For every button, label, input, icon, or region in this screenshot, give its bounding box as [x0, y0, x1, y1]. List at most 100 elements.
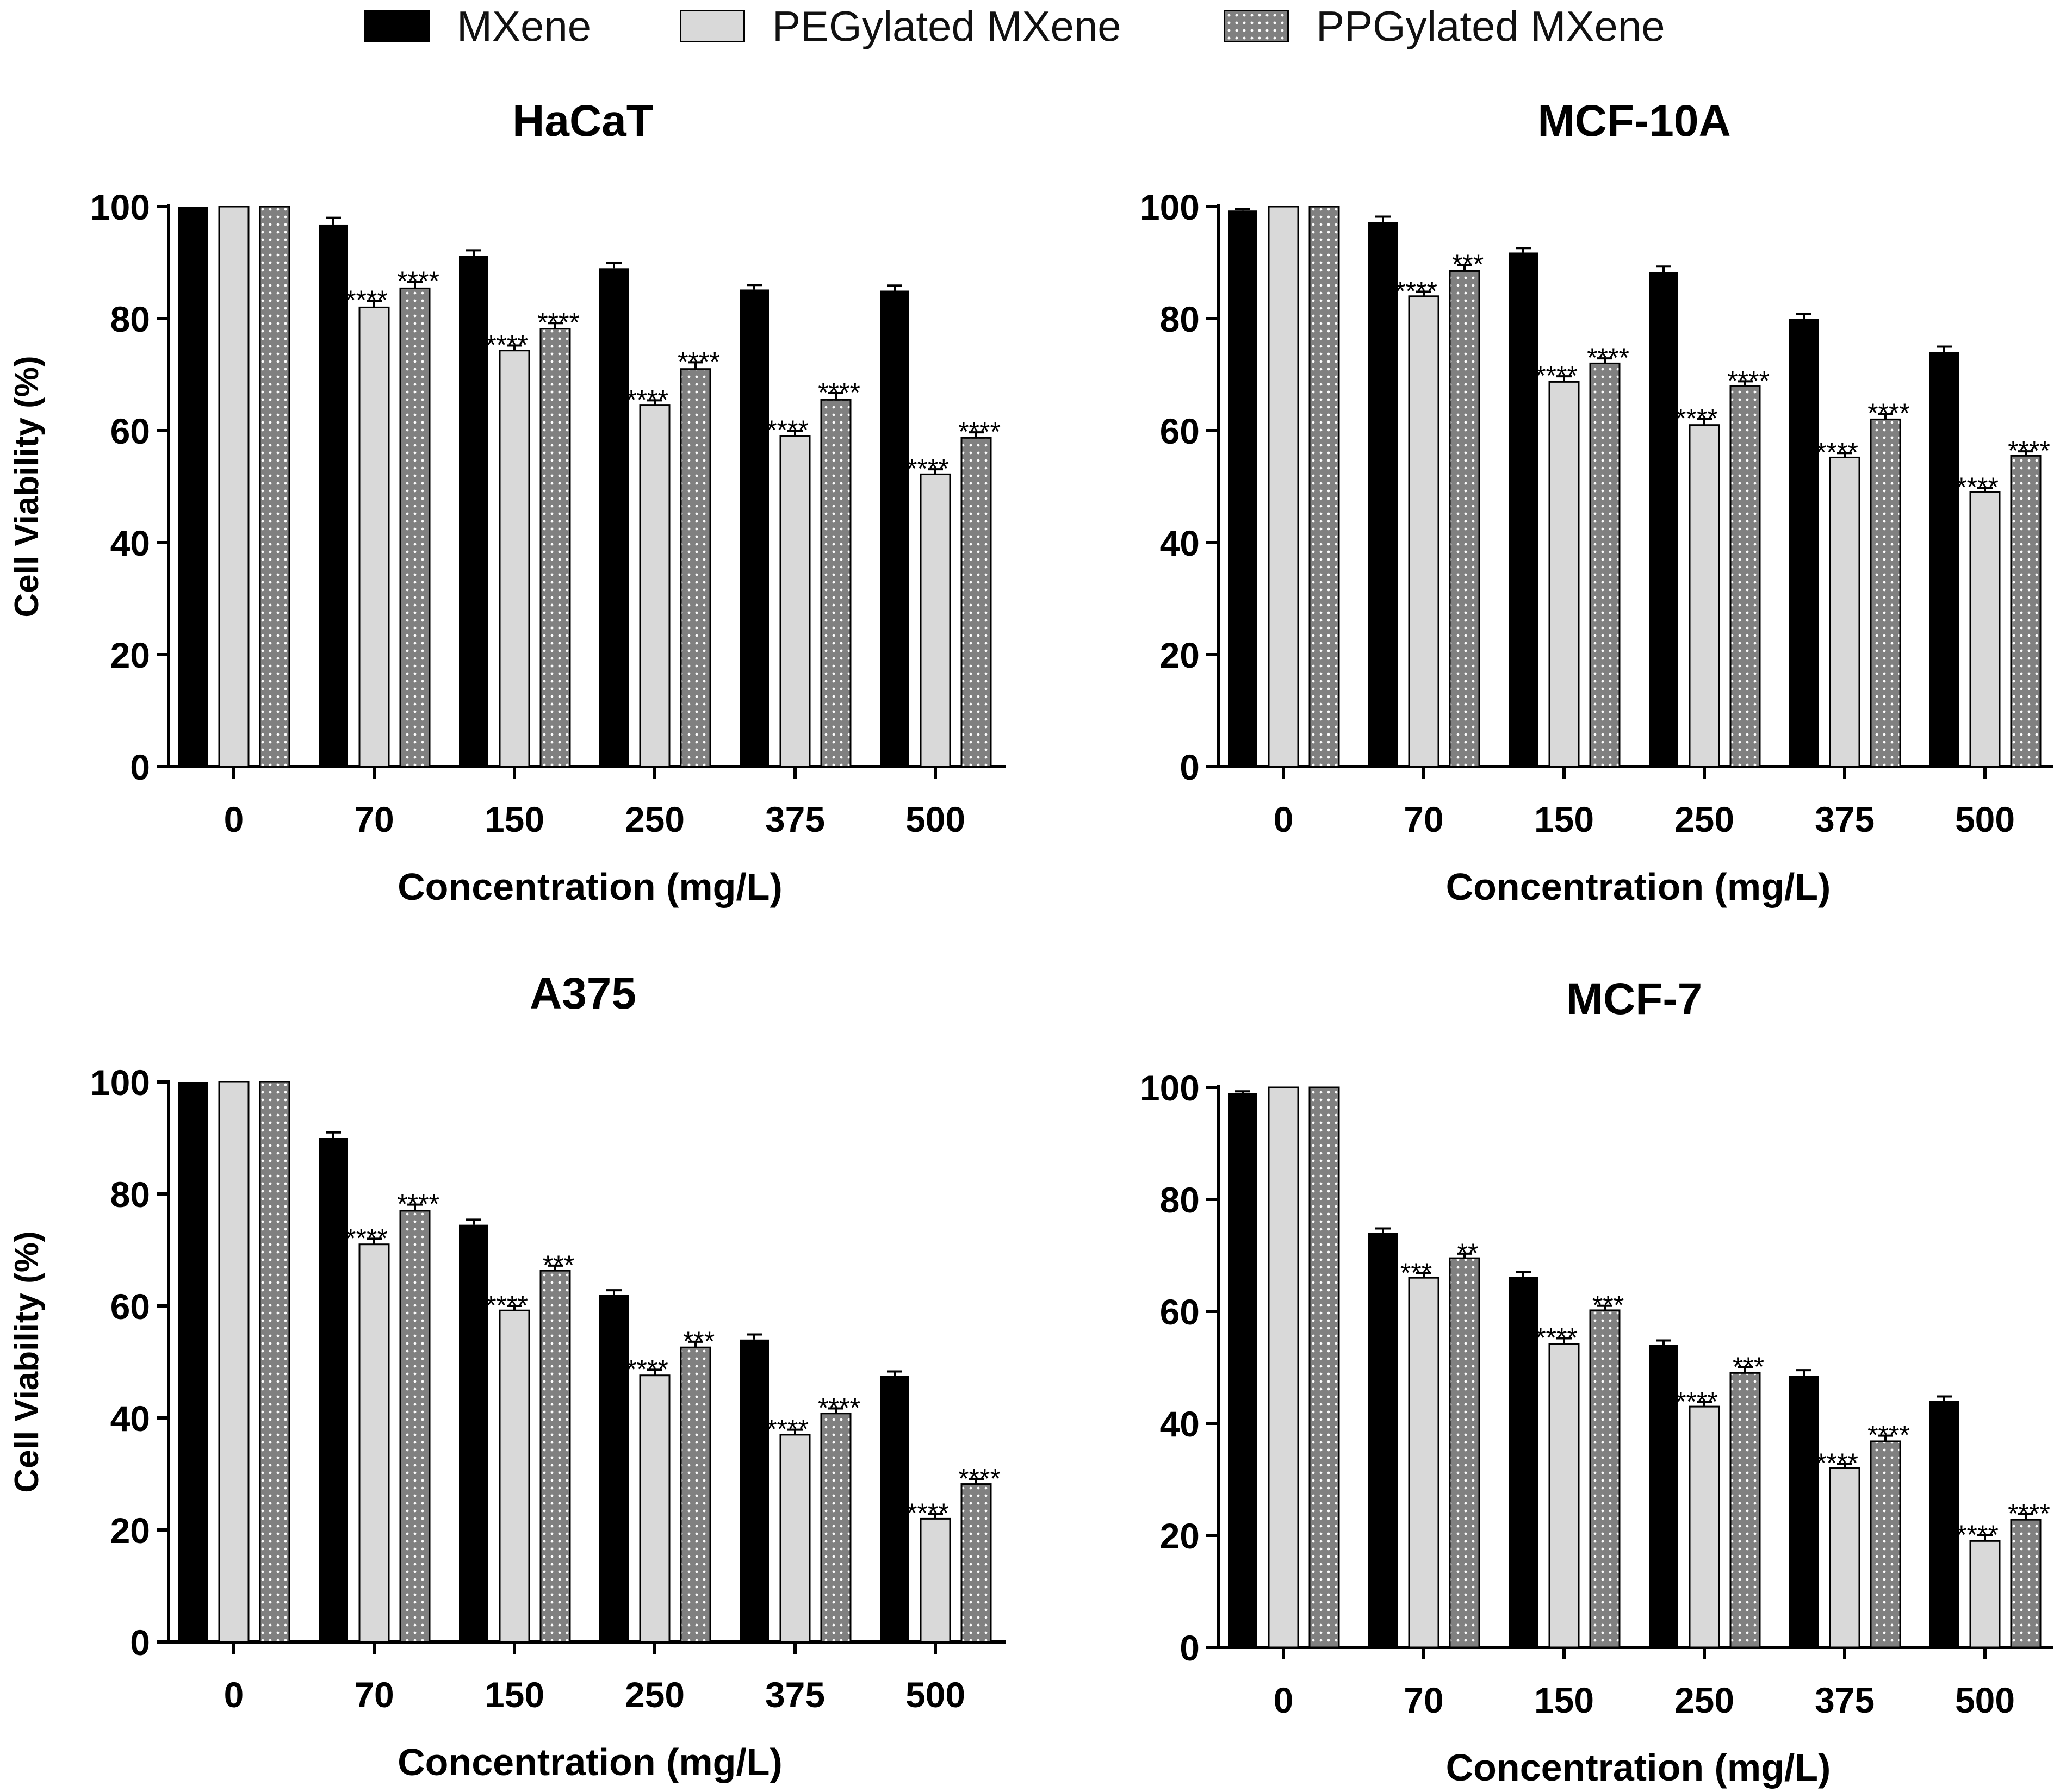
significance-label: ****: [1956, 472, 1999, 502]
bar-pegylated-mxene: [1268, 206, 1299, 768]
x-tick-label: 0: [1274, 799, 1294, 839]
x-axis-label: Concentration (mg/L): [398, 1741, 783, 1783]
bar-pegylated-mxene: [1548, 1343, 1580, 1648]
bar-ppgylated-mxene: [2010, 455, 2042, 768]
bar-ppgylated-mxene: [1589, 362, 1621, 768]
x-tick-label: 375: [1815, 799, 1875, 839]
significance-label: ***: [1452, 249, 1484, 279]
legend-item-pegylated: PEGylated MXene: [680, 2, 1121, 50]
significance-label: ****: [678, 346, 720, 377]
y-tick-label: 80: [110, 299, 150, 339]
bar-mxene: [1929, 1401, 1959, 1647]
significance-label: ****: [486, 1290, 528, 1321]
bar-mxene: [1649, 272, 1678, 767]
bar-ppgylated-mxene: [680, 368, 711, 768]
x-tick-label: 70: [354, 1675, 394, 1715]
y-tick-label: 80: [1160, 299, 1200, 339]
x-tick-label: 250: [1674, 799, 1734, 839]
chart-title: MCF-7: [1566, 974, 1703, 1024]
legend-label: PPGylated MXene: [1316, 2, 1665, 50]
bar-pegylated-mxene: [218, 1081, 250, 1643]
chart-panel-a375: A375 0 20 40 60 80 100 Cell Viability (%) Concen…: [8, 969, 1006, 1783]
y-tick-label: 60: [1160, 1292, 1200, 1332]
bar-ppgylated-mxene: [2010, 1519, 2042, 1648]
legend-swatch-mxene: [364, 10, 430, 42]
y-tick-label: 20: [110, 1510, 150, 1551]
bar-pegylated-mxene: [1829, 1467, 1860, 1648]
bar-pegylated-mxene: [639, 404, 671, 768]
chart-title: HaCaT: [512, 96, 654, 146]
y-tick-label: 40: [1160, 523, 1200, 563]
bar-ppgylated-mxene: [820, 399, 852, 768]
bar-pegylated-mxene: [499, 1309, 530, 1643]
bar-mxene: [599, 268, 629, 767]
x-tick-label: 375: [765, 799, 825, 839]
significance-label: ****: [2008, 435, 2050, 466]
y-tick-label: 40: [1160, 1404, 1200, 1444]
significance-label: ****: [1816, 437, 1858, 468]
bar-mxene: [1929, 352, 1959, 767]
significance-label: ****: [397, 1189, 439, 1219]
y-tick-label: 40: [110, 1398, 150, 1439]
significance-label: ****: [818, 1392, 860, 1423]
y-tick-label: 20: [1160, 1516, 1200, 1556]
x-tick-label: 375: [1815, 1680, 1875, 1720]
bar-pegylated-mxene: [1829, 456, 1860, 768]
bar-ppgylated-mxene: [820, 1413, 852, 1643]
x-tick-label: 70: [1404, 1680, 1443, 1720]
significance-label: ****: [397, 266, 439, 296]
significance-label: ***: [1733, 1352, 1764, 1382]
significance-label: ****: [1587, 343, 1629, 373]
significance-label: ****: [1676, 403, 1718, 433]
y-tick-label: 20: [1160, 635, 1200, 675]
significance-label: ****: [1395, 276, 1437, 307]
bar-mxene: [459, 256, 488, 767]
x-tick-label: 500: [1955, 799, 2015, 839]
y-tick-label: 100: [1140, 1068, 1200, 1108]
x-tick-label: 250: [625, 1675, 685, 1715]
significance-label: ****: [766, 1414, 809, 1445]
significance-label: ****: [2008, 1498, 2050, 1529]
significance-label: ****: [626, 384, 668, 415]
legend-label: PEGylated MXene: [772, 2, 1121, 50]
y-tick-label: 0: [130, 747, 150, 787]
bar-mxene: [1789, 1376, 1819, 1647]
bar-ppgylated-mxene: [1729, 385, 1761, 768]
bar-mxene: [740, 289, 769, 767]
bar-mxene: [1509, 252, 1538, 767]
significance-label: ****: [1535, 1322, 1578, 1353]
x-axis-label: Concentration (mg/L): [398, 866, 783, 908]
significance-label: **: [1457, 1238, 1479, 1268]
chart-panel-mcf10a: MCF-10A 0 20 40 60 80 100 Concentration (mg/L) 0…: [1140, 96, 2053, 908]
x-tick-label: 500: [905, 1675, 965, 1715]
significance-label: ****: [1816, 1448, 1858, 1478]
bar-mxene: [178, 207, 208, 767]
bar-ppgylated-mxene: [1729, 1372, 1761, 1648]
bar-pegylated-mxene: [1689, 424, 1720, 768]
x-tick-label: 500: [1955, 1680, 2015, 1720]
bar-ppgylated-mxene: [399, 287, 431, 768]
y-axis-label: Cell Viability (%): [8, 1231, 46, 1492]
bar-ppgylated-mxene: [680, 1346, 711, 1643]
chart-panel-mcf7: MCF-7 0 20 40 60 80 100 Concentration (mg/L) 0 70…: [1140, 974, 2053, 1789]
chart-title: A375: [530, 969, 636, 1018]
significance-label: ****: [958, 1463, 1001, 1494]
significance-label: ****: [1676, 1386, 1718, 1417]
bar-mxene: [740, 1339, 769, 1642]
bar-mxene: [1368, 1233, 1398, 1647]
x-tick-label: 150: [1534, 1680, 1594, 1720]
bar-ppgylated-mxene: [1308, 206, 1340, 768]
legend-item-mxene: MXene: [364, 2, 591, 50]
bar-ppgylated-mxene: [1449, 270, 1480, 768]
x-tick-label: 500: [905, 799, 965, 839]
y-tick-label: 0: [1180, 1628, 1200, 1668]
bar-mxene: [1368, 222, 1398, 767]
bar-pegylated-mxene: [1969, 491, 2001, 768]
legend-swatch-ppgylated: [1224, 10, 1289, 42]
bar-mxene: [1228, 1093, 1257, 1647]
x-tick-label: 150: [485, 799, 544, 839]
bar-pegylated-mxene: [1548, 381, 1580, 768]
bar-mxene: [319, 224, 348, 767]
significance-label: ****: [537, 307, 580, 338]
